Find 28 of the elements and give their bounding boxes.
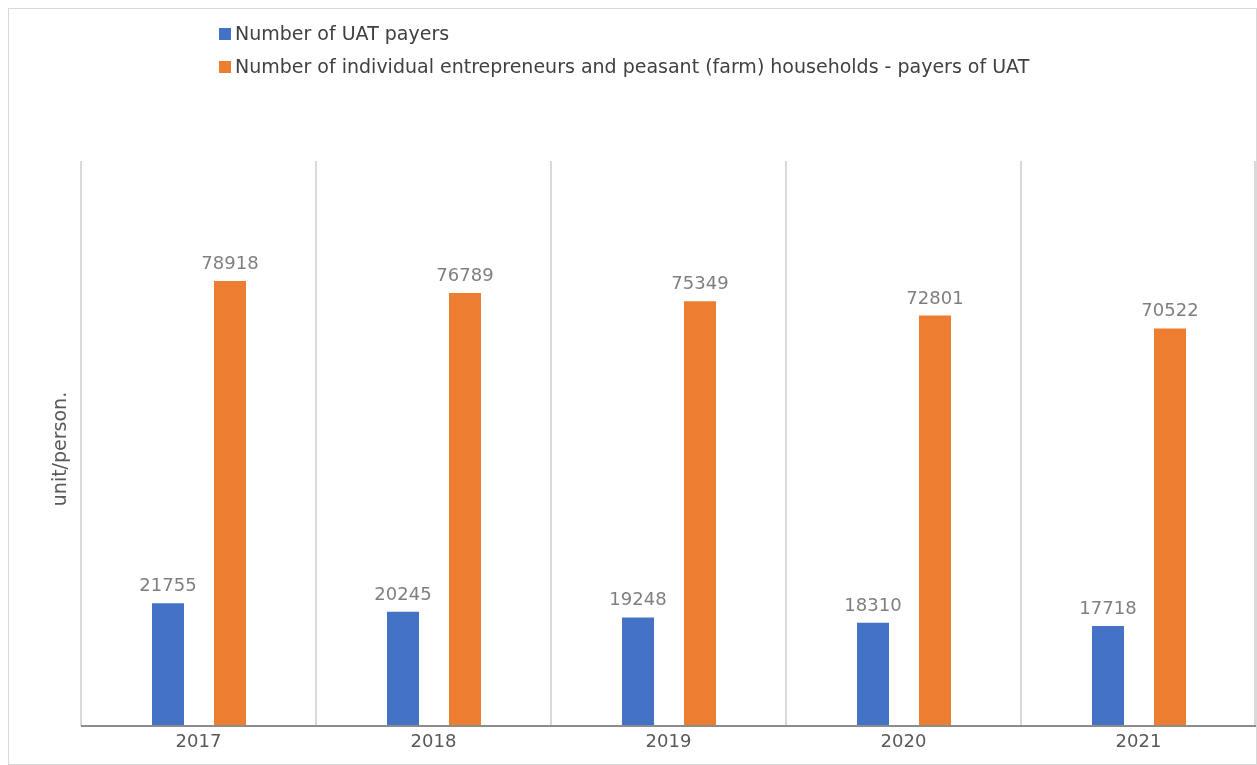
y-axis-title: unit/person.: [48, 391, 70, 507]
bar: [387, 611, 419, 726]
x-tick-label: 2018: [410, 729, 457, 751]
data-label: 20245: [374, 582, 432, 604]
bar: [214, 281, 246, 726]
bar: [152, 603, 184, 726]
x-tick-label: 2017: [175, 729, 222, 751]
legend-label: Number of individual entrepreneurs and peasant (farm) households - payers of UAT: [235, 54, 1030, 79]
bar: [449, 293, 481, 726]
data-label: 76789: [436, 264, 494, 286]
x-tick-label: 2019: [645, 729, 692, 751]
bar: [622, 617, 654, 726]
bar: [1154, 328, 1186, 726]
bar: [1092, 626, 1124, 726]
x-tick-label: 2020: [880, 729, 927, 751]
data-label: 19248: [609, 588, 667, 610]
bar: [919, 315, 951, 726]
data-label: 72801: [906, 286, 964, 308]
bar: [857, 622, 889, 726]
data-label: 75349: [671, 272, 729, 294]
bar: [684, 301, 716, 726]
data-label: 78918: [201, 252, 259, 274]
x-tick-label: 2021: [1115, 729, 1162, 751]
data-label: 21755: [139, 574, 197, 596]
legend-label: Number of UAT payers: [235, 21, 450, 46]
data-label: 70522: [1141, 299, 1199, 321]
data-label: 18310: [844, 593, 902, 615]
data-label: 17718: [1079, 597, 1137, 619]
